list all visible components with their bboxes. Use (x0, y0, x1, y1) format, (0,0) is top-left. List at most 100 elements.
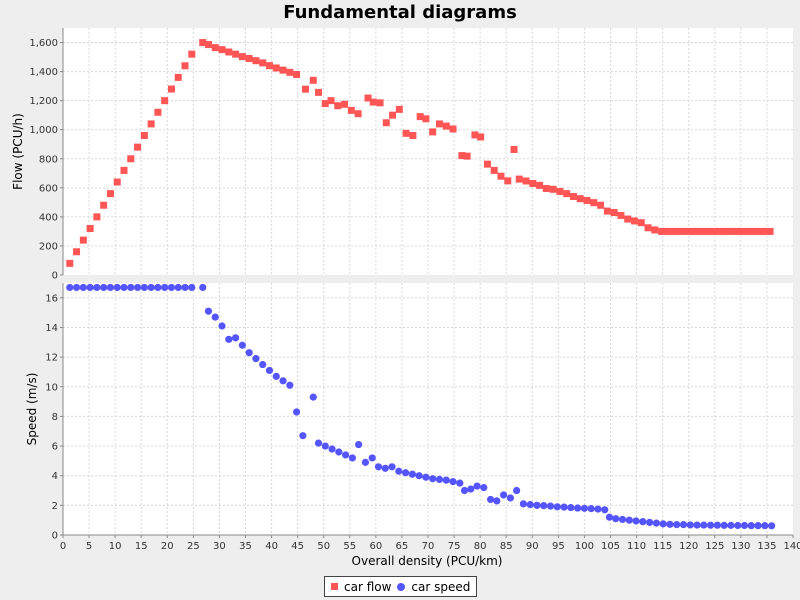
car-flow-point (238, 53, 246, 61)
car-flow-point (279, 66, 287, 74)
car-speed-point (580, 504, 589, 512)
x-tick-label: 10 (109, 541, 122, 552)
car-speed-point (442, 476, 450, 484)
car-flow-point (590, 199, 598, 207)
car-speed-point (720, 521, 728, 529)
car-speed-point (355, 440, 363, 449)
car-speed-point (286, 381, 294, 389)
y-tick-label: 6 (52, 442, 58, 453)
x-tick-label: 60 (369, 541, 382, 552)
car-flow-point (134, 143, 142, 151)
x-axis-ticks: 0 5 10 15 20 25 30 35 40 45 50 55 60 65 70 75 80 85 90 95 10… (60, 535, 800, 552)
car-speed-point (395, 467, 403, 475)
car-speed-point (506, 494, 514, 502)
car-flow-point (354, 110, 362, 118)
car-speed-point (460, 486, 469, 495)
car-speed-series (66, 283, 776, 530)
car-flow-point (409, 132, 417, 140)
car-speed-point (493, 497, 501, 505)
y-tick-label: 14 (45, 323, 58, 334)
car-flow-point (725, 227, 733, 235)
car-flow-point (569, 193, 577, 201)
car-flow-point (471, 131, 479, 139)
car-speed-point (594, 505, 602, 513)
car-speed-point (612, 515, 620, 523)
x-tick-label: 135 (757, 541, 776, 552)
car-flow-point (272, 64, 280, 72)
car-flow-point (225, 48, 233, 56)
car-flow-point (490, 166, 498, 174)
car-flow-point (66, 259, 74, 267)
car-flow-point (416, 113, 424, 121)
car-speed-point (546, 502, 555, 510)
car-flow-point (382, 119, 390, 127)
car-speed-point (500, 491, 508, 499)
car-flow-point (252, 57, 260, 65)
car-speed-point (480, 483, 488, 492)
car-speed-point (309, 393, 317, 401)
circle-marker-icon (397, 582, 406, 591)
car-flow-point (100, 201, 108, 209)
car-flow-point (127, 155, 135, 163)
car-flow-point (402, 129, 410, 137)
y-tick-label: 1,400 (29, 67, 58, 78)
car-flow-point (232, 50, 240, 58)
car-flow-point (106, 190, 114, 198)
car-flow-point (603, 207, 611, 215)
x-tick-label: 140 (783, 541, 800, 552)
x-tick-label: 0 (60, 541, 66, 552)
car-flow-point (321, 100, 329, 108)
car-speed-point (265, 366, 274, 375)
car-flow-point (766, 227, 774, 235)
y-tick-label: 200 (39, 241, 58, 252)
y-tick-label: 2 (52, 501, 58, 512)
x-tick-label: 50 (317, 541, 330, 552)
car-speed-point (659, 520, 667, 528)
car-flow-point (449, 125, 457, 133)
car-flow-point (327, 97, 335, 105)
car-speed-point (328, 445, 336, 453)
x-tick-label: 45 (291, 541, 304, 552)
car-flow-point (389, 111, 397, 119)
car-flow-point (120, 166, 128, 174)
chart-title: Fundamental diagrams (283, 2, 517, 23)
x-tick-label: 5 (86, 541, 92, 552)
car-flow-point (685, 227, 693, 235)
car-flow-point (759, 227, 767, 235)
car-speed-point (429, 475, 437, 483)
x-tick-label: 90 (526, 541, 539, 552)
x-tick-label: 15 (135, 541, 148, 552)
car-flow-point (746, 227, 754, 235)
car-flow-point (691, 227, 699, 235)
car-flow-point (542, 185, 550, 193)
legend: car flow car speed (324, 576, 478, 597)
car-flow-point (73, 248, 81, 256)
car-flow-point (442, 122, 450, 130)
car-speed-point (147, 283, 155, 292)
car-flow-point (515, 175, 523, 183)
car-speed-point (335, 448, 343, 456)
x-tick-label: 85 (500, 541, 513, 552)
car-flow-point (301, 85, 309, 93)
car-flow-point (245, 55, 253, 63)
car-speed-point (574, 504, 582, 512)
car-speed-point (140, 283, 148, 292)
x-tick-label: 125 (705, 541, 724, 552)
car-speed-point (293, 408, 301, 416)
car-flow-point (732, 227, 740, 235)
car-flow-point (529, 179, 537, 187)
car-flow-point (597, 201, 605, 209)
legend-label-car-flow: car flow (344, 579, 392, 594)
car-flow-point (739, 227, 747, 235)
car-flow-point (536, 181, 544, 189)
car-speed-point (374, 463, 383, 471)
car-flow-point (259, 59, 267, 67)
x-tick-label: 65 (396, 541, 409, 552)
x-tick-label: 100 (575, 541, 594, 552)
car-flow-point (341, 100, 349, 108)
y-tick-label: 4 (52, 471, 58, 482)
car-speed-point (342, 451, 350, 459)
car-speed-point (415, 472, 423, 480)
car-flow-point (347, 106, 355, 114)
car-speed-point (625, 516, 633, 524)
